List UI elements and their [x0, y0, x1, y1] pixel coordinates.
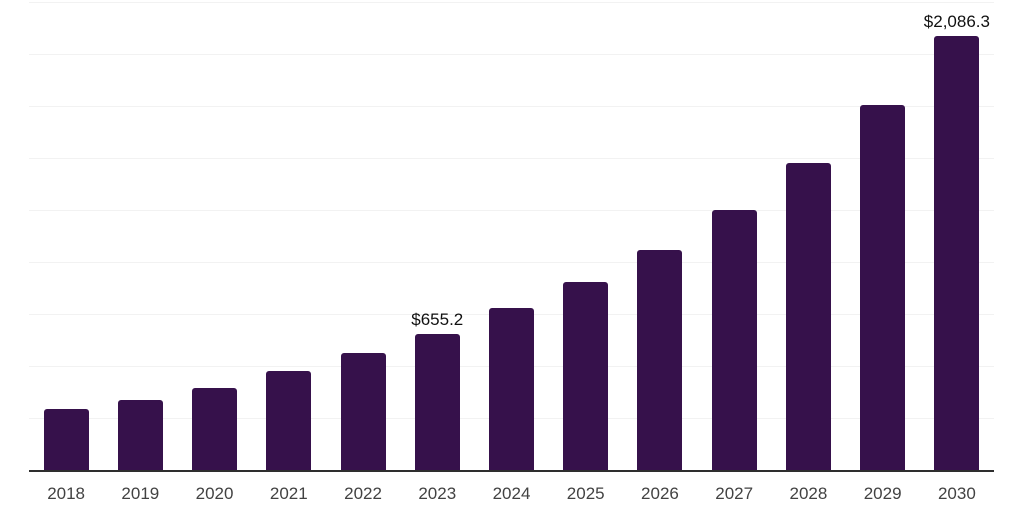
- value-label-2023: $655.2: [411, 309, 464, 329]
- x-tick-label-2022: 2022: [344, 484, 382, 503]
- gridline: [29, 106, 994, 107]
- x-tick-label-2028: 2028: [789, 484, 828, 503]
- x-tick-label-2026: 2026: [641, 484, 679, 503]
- gridline: [29, 262, 994, 263]
- x-tick-label-2029: 2029: [863, 484, 902, 503]
- x-tick-label-2024: 2024: [492, 484, 531, 503]
- bar-2025: [563, 282, 609, 470]
- bar-2027: [711, 210, 757, 470]
- bar-2020: [192, 387, 238, 470]
- x-tick-label-2021: 2021: [269, 484, 308, 503]
- x-tick-label-2030: 2030: [937, 484, 976, 503]
- bar-2028: [785, 162, 831, 470]
- bar-2018: [43, 409, 89, 470]
- value-label-2030: $2,086.3: [923, 12, 990, 32]
- bar-2026: [637, 250, 683, 470]
- gridline: [29, 210, 994, 211]
- bar-2030: [934, 36, 980, 470]
- gridline: [29, 158, 994, 159]
- bar-2019: [117, 400, 163, 470]
- x-tick-label-2018: 2018: [47, 484, 86, 503]
- gridline: [29, 54, 994, 55]
- gridline: [29, 2, 994, 3]
- bar-2022: [340, 352, 386, 470]
- bar-2023: [414, 333, 460, 470]
- bar-2024: [489, 307, 534, 470]
- x-axis-line: [29, 470, 994, 472]
- x-tick-label-2027: 2027: [715, 484, 754, 503]
- x-tick-label-2025: 2025: [566, 484, 605, 503]
- x-tick-label-2020: 2020: [195, 484, 234, 503]
- bar-2029: [860, 104, 906, 470]
- x-tick-label-2019: 2019: [121, 484, 160, 503]
- bar-2021: [266, 371, 312, 470]
- x-tick-label-2023: 2023: [418, 484, 457, 503]
